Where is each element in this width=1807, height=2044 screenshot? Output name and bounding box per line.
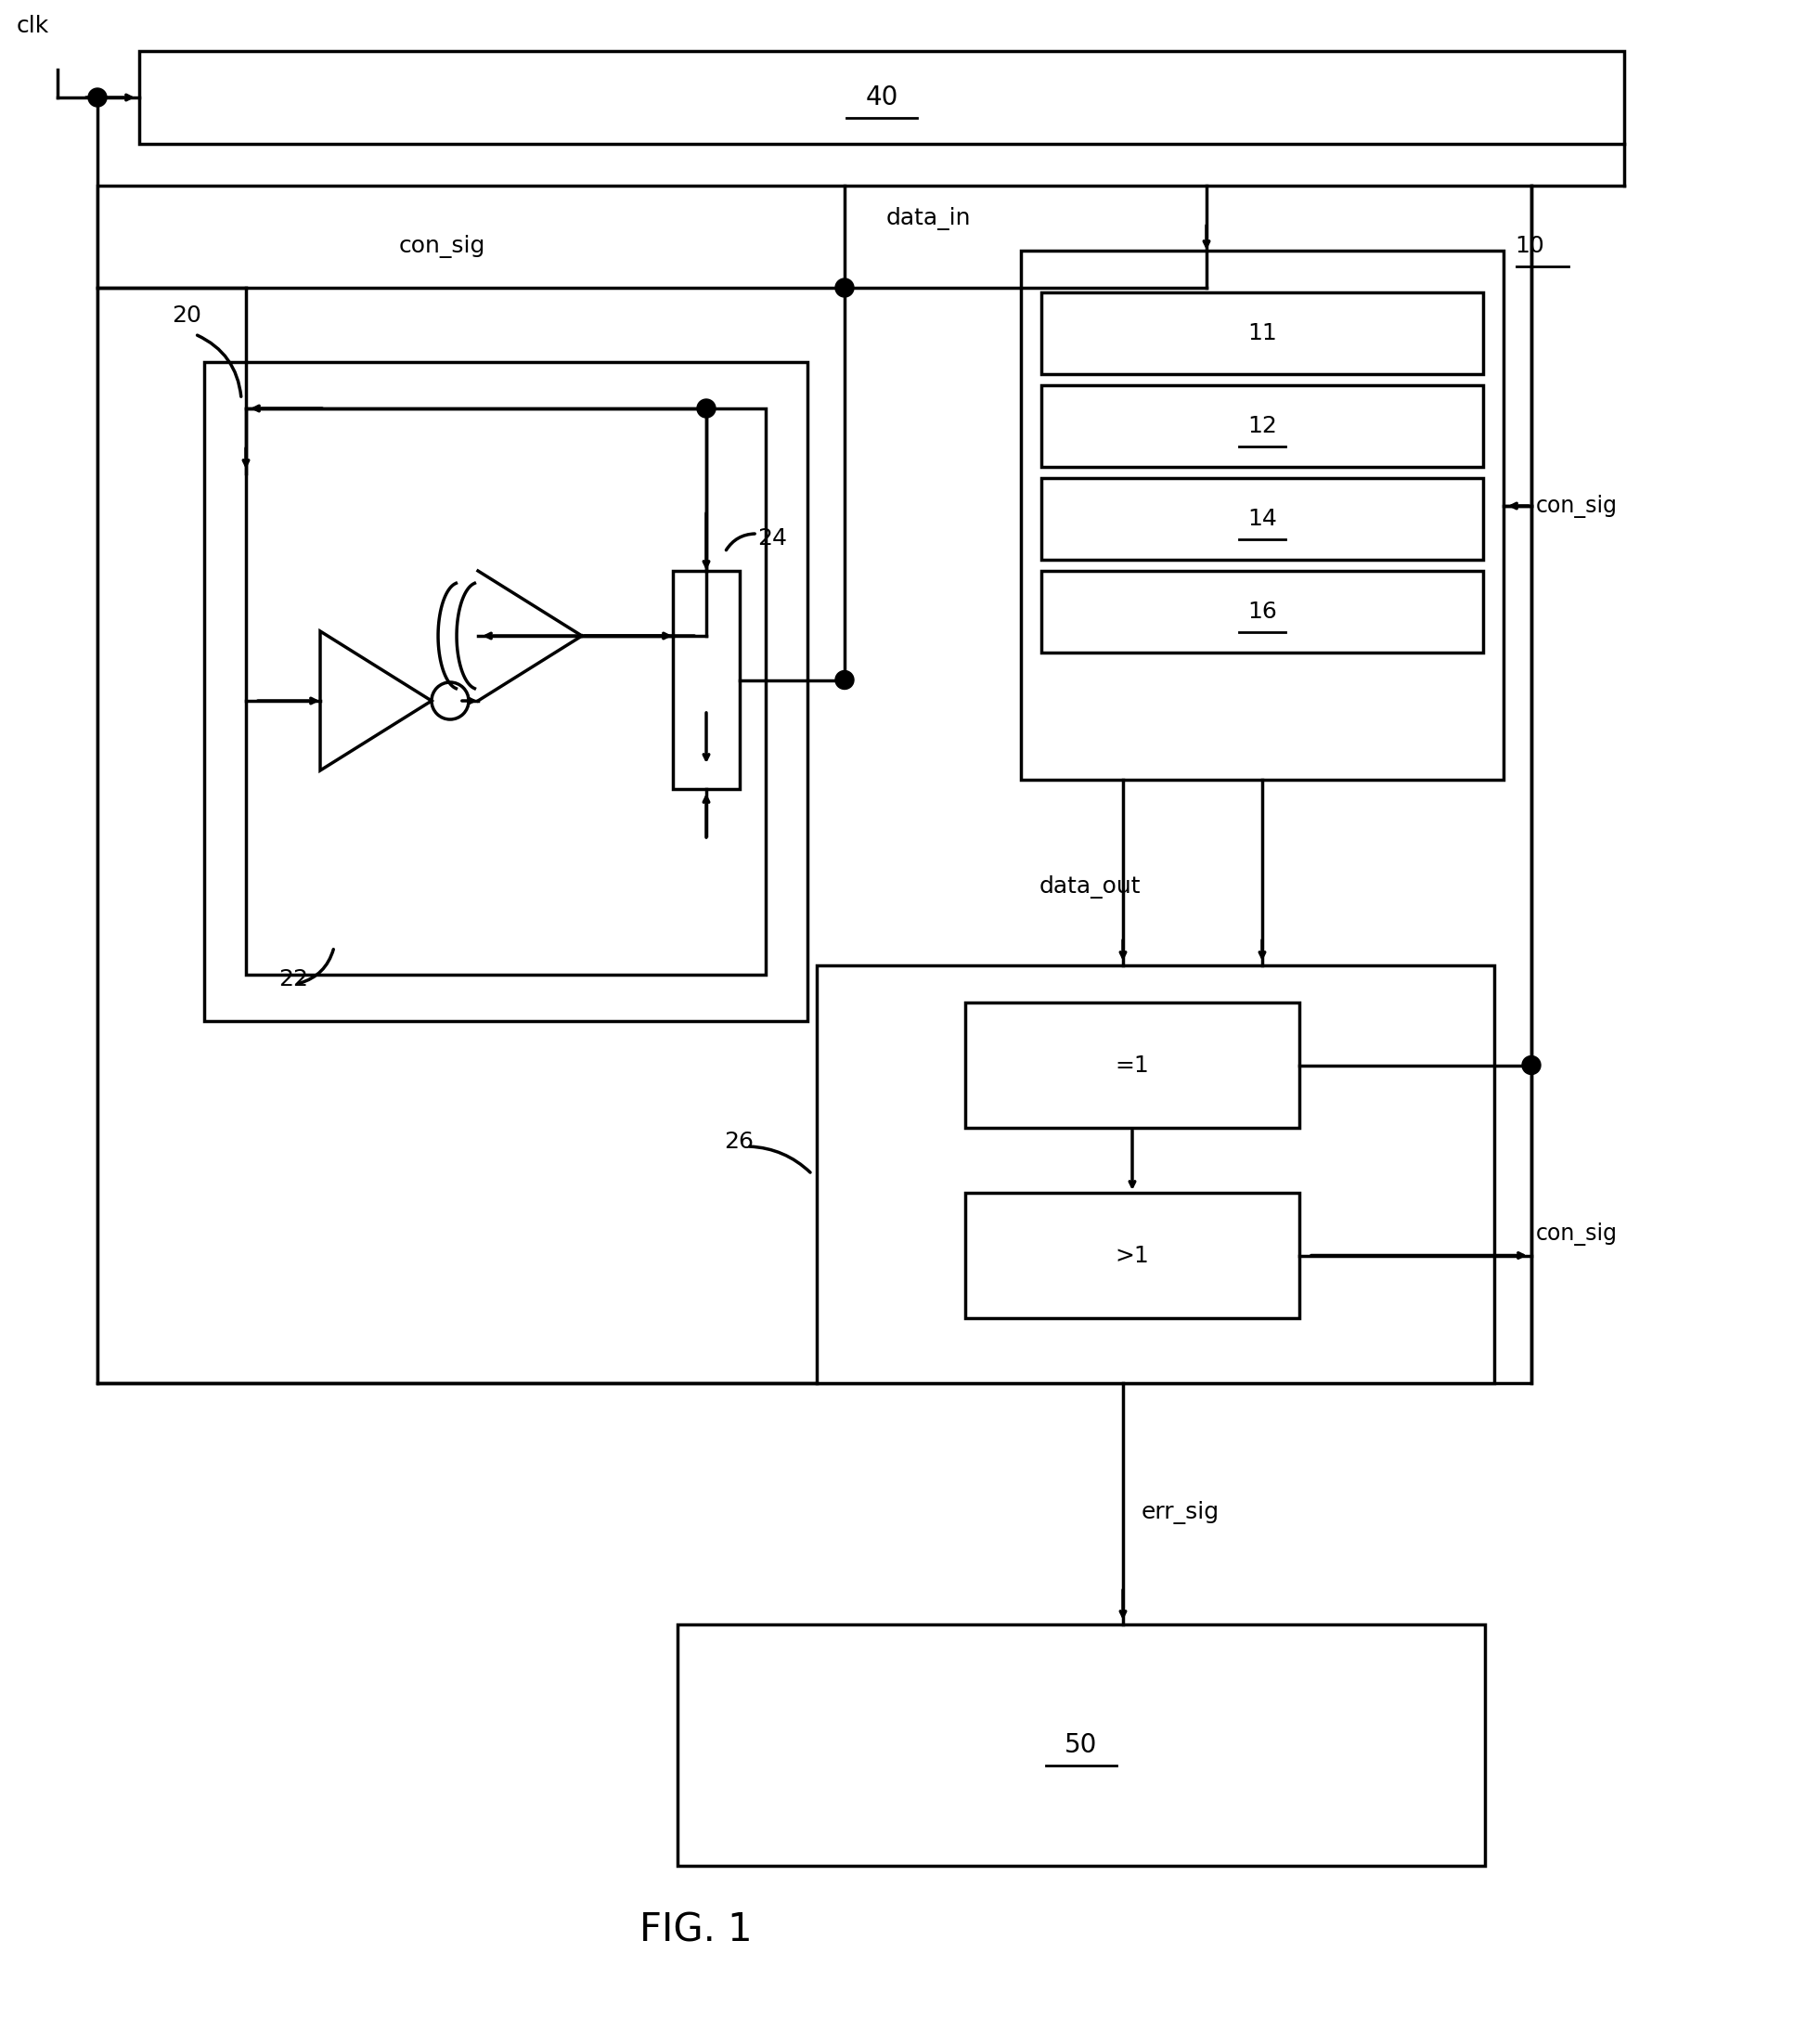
Bar [1041,292,1484,374]
Bar [672,570,739,789]
Text: clk: clk [16,14,49,37]
Circle shape [835,670,855,689]
Circle shape [698,399,716,417]
Bar [965,1194,1299,1318]
Text: >1: >1 [1115,1245,1149,1267]
Text: 26: 26 [725,1130,754,1153]
Bar [965,1002,1299,1128]
Text: con_sig: con_sig [1536,495,1617,517]
Bar [817,965,1494,1384]
Text: =1: =1 [1115,1055,1149,1077]
Text: 40: 40 [866,84,898,110]
Bar [204,362,808,1022]
Bar [1041,478,1484,560]
Text: con_sig: con_sig [399,235,486,258]
Text: 12: 12 [1247,415,1278,437]
Text: 50: 50 [1064,1731,1097,1758]
Bar [1041,570,1484,652]
Text: 14: 14 [1247,507,1278,529]
Bar [139,51,1624,143]
Bar [98,186,1531,1384]
Text: err_sig: err_sig [1142,1502,1220,1525]
Text: FIG. 1: FIG. 1 [640,1911,752,1950]
Text: 10: 10 [1514,235,1545,258]
Text: data_in: data_in [885,206,970,229]
Bar [246,409,766,975]
Text: 11: 11 [1247,323,1278,343]
Circle shape [835,278,855,296]
Text: con_sig: con_sig [1536,1222,1617,1247]
Text: data_out: data_out [1039,875,1140,897]
Bar [678,1625,1485,1866]
Text: 16: 16 [1247,601,1278,623]
Text: 20: 20 [172,305,201,327]
Circle shape [89,88,107,106]
Circle shape [1521,1057,1541,1075]
Text: 24: 24 [757,527,788,550]
Bar [1021,251,1503,779]
Bar [1041,384,1484,466]
Text: 22: 22 [278,969,309,991]
